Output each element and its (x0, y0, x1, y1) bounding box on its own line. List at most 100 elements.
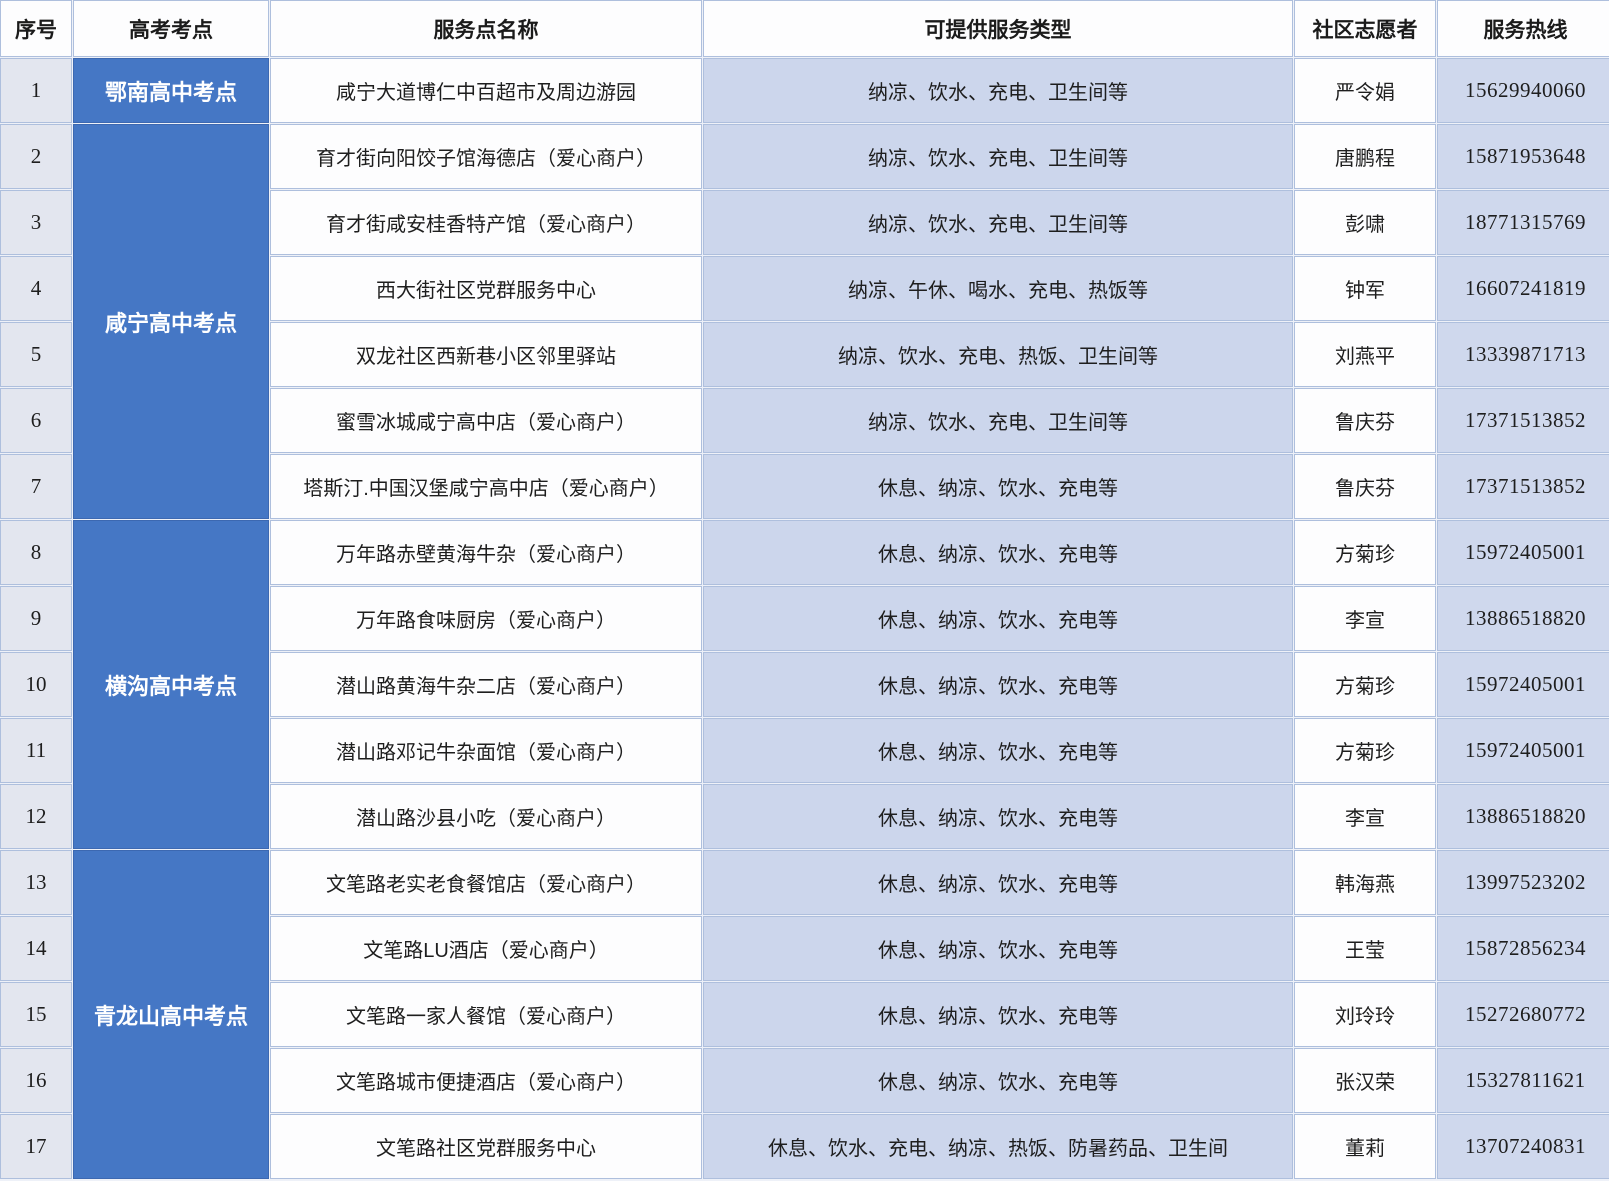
cell-service-types: 纳凉、饮水、充电、卫生间等 (704, 125, 1292, 188)
cell-index: 4 (1, 257, 71, 320)
table-row: 12 潜山路沙县小吃（爱心商户） 休息、纳凉、饮水、充电等 李宣 13886518820 (1, 785, 1609, 848)
table-row: 14 文笔路LU酒店（爱心商户） 休息、纳凉、饮水、充电等 王莹 15872856234 (1, 917, 1609, 980)
cell-index: 15 (1, 983, 71, 1046)
cell-index: 16 (1, 1049, 71, 1112)
cell-hotline: 13997523202 (1438, 851, 1609, 914)
cell-volunteer: 刘燕平 (1295, 323, 1435, 386)
cell-hotline: 15327811621 (1438, 1049, 1609, 1112)
cell-index: 1 (1, 59, 71, 122)
table-row: 13 青龙山高中考点 文笔路老实老食餐馆店（爱心商户） 休息、纳凉、饮水、充电等 韩海燕… (1, 851, 1609, 1178)
cell-hotline: 17371513852 (1438, 389, 1609, 452)
cell-index: 11 (1, 719, 71, 782)
cell-exam-site: 横沟高中考点 (74, 521, 268, 848)
cell-index: 8 (1, 521, 71, 584)
cell-index: 14 (1, 917, 71, 980)
column-header-site: 高考考点 (74, 1, 268, 56)
table-row: 16 文笔路城市便捷酒店（爱心商户） 休息、纳凉、饮水、充电等 张汉荣 15327811… (1, 1049, 1609, 1112)
cell-volunteer: 王莹 (1295, 917, 1435, 980)
table-row: 1 鄂南高中考点 咸宁大道博仁中百超市及周边游园 纳凉、饮水、充电、卫生间等 严令娟 15… (1, 59, 1609, 122)
cell-service-point-name: 文笔路LU酒店（爱心商户） (271, 917, 701, 980)
cell-index: 12 (1, 785, 71, 848)
cell-service-types: 休息、饮水、充电、纳凉、热饭、防暑药品、卫生间 (704, 1115, 1292, 1178)
cell-service-types: 纳凉、饮水、充电、热饭、卫生间等 (704, 323, 1292, 386)
cell-index: 2 (1, 125, 71, 188)
cell-index: 5 (1, 323, 71, 386)
table-header: 序号 高考考点 服务点名称 可提供服务类型 社区志愿者 服务热线 (1, 1, 1609, 56)
cell-service-point-name: 潜山路黄海牛杂二店（爱心商户） (271, 653, 701, 716)
cell-service-point-name: 塔斯汀.中国汉堡咸宁高中店（爱心商户） (271, 455, 701, 518)
cell-exam-site: 青龙山高中考点 (74, 851, 268, 1178)
cell-service-types: 纳凉、饮水、充电、卫生间等 (704, 191, 1292, 254)
cell-index: 7 (1, 455, 71, 518)
cell-hotline: 13886518820 (1438, 785, 1609, 848)
cell-hotline: 13707240831 (1438, 1115, 1609, 1178)
cell-service-types: 纳凉、饮水、充电、卫生间等 (704, 59, 1292, 122)
cell-volunteer: 李宣 (1295, 785, 1435, 848)
cell-exam-site: 咸宁高中考点 (74, 125, 268, 518)
cell-hotline: 17371513852 (1438, 455, 1609, 518)
cell-service-point-name: 蜜雪冰城咸宁高中店（爱心商户） (271, 389, 701, 452)
cell-hotline: 15629940060 (1438, 59, 1609, 122)
cell-index: 3 (1, 191, 71, 254)
table-row: 2 咸宁高中考点 育才街向阳饺子馆海德店（爱心商户） 纳凉、饮水、充电、卫生间等 唐鹏程… (1, 125, 1609, 518)
cell-volunteer: 彭啸 (1295, 191, 1435, 254)
column-header-index: 序号 (1, 1, 71, 56)
cell-volunteer: 刘玲玲 (1295, 983, 1435, 1046)
cell-service-types: 纳凉、午休、喝水、充电、热饭等 (704, 257, 1292, 320)
cell-service-types: 休息、纳凉、饮水、充电等 (704, 851, 1292, 914)
cell-hotline: 15871953648 (1438, 125, 1609, 188)
table-row: 3 育才街咸安桂香特产馆（爱心商户） 纳凉、饮水、充电、卫生间等 彭啸 18771315… (1, 191, 1609, 254)
column-header-hotline: 服务热线 (1438, 1, 1609, 56)
cell-volunteer: 唐鹏程 (1295, 125, 1435, 188)
cell-service-point-name: 育才街向阳饺子馆海德店（爱心商户） (271, 125, 701, 188)
column-header-name: 服务点名称 (271, 1, 701, 56)
table-row: 9 万年路食味厨房（爱心商户） 休息、纳凉、饮水、充电等 李宣 13886518820 (1, 587, 1609, 650)
cell-hotline: 15972405001 (1438, 521, 1609, 584)
cell-service-types: 纳凉、饮水、充电、卫生间等 (704, 389, 1292, 452)
column-header-services: 可提供服务类型 (704, 1, 1292, 56)
cell-service-types: 休息、纳凉、饮水、充电等 (704, 521, 1292, 584)
table-row: 8 横沟高中考点 万年路赤壁黄海牛杂（爱心商户） 休息、纳凉、饮水、充电等 方菊珍 159… (1, 521, 1609, 848)
cell-service-point-name: 文笔路一家人餐馆（爱心商户） (271, 983, 701, 1046)
cell-hotline: 18771315769 (1438, 191, 1609, 254)
cell-exam-site: 鄂南高中考点 (74, 59, 268, 122)
cell-index: 17 (1, 1115, 71, 1178)
cell-service-types: 休息、纳凉、饮水、充电等 (704, 785, 1292, 848)
cell-volunteer: 方菊珍 (1295, 521, 1435, 584)
cell-index: 9 (1, 587, 71, 650)
cell-service-types: 休息、纳凉、饮水、充电等 (704, 587, 1292, 650)
cell-service-point-name: 文笔路社区党群服务中心 (271, 1115, 701, 1178)
table-body: 1 鄂南高中考点 咸宁大道博仁中百超市及周边游园 纳凉、饮水、充电、卫生间等 严令娟 15… (1, 59, 1609, 1178)
cell-volunteer: 方菊珍 (1295, 653, 1435, 716)
table-row: 10 潜山路黄海牛杂二店（爱心商户） 休息、纳凉、饮水、充电等 方菊珍 15972405… (1, 653, 1609, 716)
cell-volunteer: 李宣 (1295, 587, 1435, 650)
cell-service-point-name: 双龙社区西新巷小区邻里驿站 (271, 323, 701, 386)
cell-service-types: 休息、纳凉、饮水、充电等 (704, 917, 1292, 980)
table-row: 11 潜山路邓记牛杂面馆（爱心商户） 休息、纳凉、饮水、充电等 方菊珍 15972405… (1, 719, 1609, 782)
cell-hotline: 13339871713 (1438, 323, 1609, 386)
cell-service-types: 休息、纳凉、饮水、充电等 (704, 653, 1292, 716)
cell-service-point-name: 潜山路沙县小吃（爱心商户） (271, 785, 701, 848)
cell-index: 10 (1, 653, 71, 716)
cell-volunteer: 鲁庆芬 (1295, 455, 1435, 518)
cell-volunteer: 韩海燕 (1295, 851, 1435, 914)
cell-service-types: 休息、纳凉、饮水、充电等 (704, 719, 1292, 782)
cell-service-point-name: 文笔路老实老食餐馆店（爱心商户） (271, 851, 701, 914)
cell-index: 13 (1, 851, 71, 914)
cell-volunteer: 张汉荣 (1295, 1049, 1435, 1112)
cell-hotline: 15972405001 (1438, 653, 1609, 716)
cell-service-point-name: 万年路赤壁黄海牛杂（爱心商户） (271, 521, 701, 584)
cell-service-point-name: 潜山路邓记牛杂面馆（爱心商户） (271, 719, 701, 782)
table-row: 7 塔斯汀.中国汉堡咸宁高中店（爱心商户） 休息、纳凉、饮水、充电等 鲁庆芬 17371… (1, 455, 1609, 518)
cell-service-point-name: 万年路食味厨房（爱心商户） (271, 587, 701, 650)
table-row: 15 文笔路一家人餐馆（爱心商户） 休息、纳凉、饮水、充电等 刘玲玲 152726807… (1, 983, 1609, 1046)
cell-index: 6 (1, 389, 71, 452)
table-row: 6 蜜雪冰城咸宁高中店（爱心商户） 纳凉、饮水、充电、卫生间等 鲁庆芬 17371513… (1, 389, 1609, 452)
cell-hotline: 16607241819 (1438, 257, 1609, 320)
cell-service-types: 休息、纳凉、饮水、充电等 (704, 983, 1292, 1046)
table-row: 4 西大街社区党群服务中心 纳凉、午休、喝水、充电、热饭等 钟军 16607241819 (1, 257, 1609, 320)
cell-hotline: 13886518820 (1438, 587, 1609, 650)
cell-volunteer: 钟军 (1295, 257, 1435, 320)
cell-service-types: 休息、纳凉、饮水、充电等 (704, 1049, 1292, 1112)
